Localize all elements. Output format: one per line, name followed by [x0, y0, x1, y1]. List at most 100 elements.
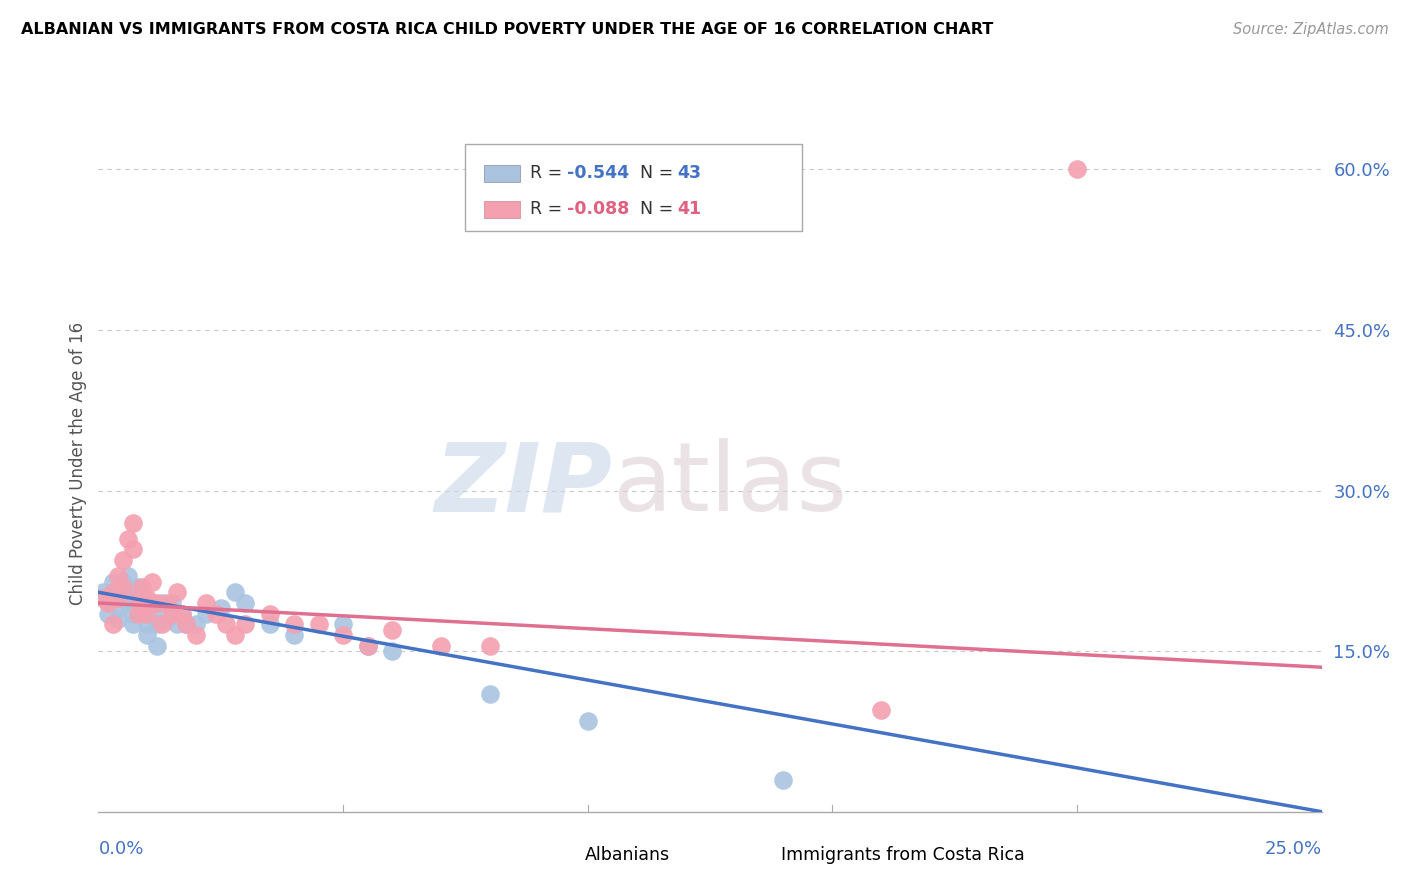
Point [150, 617, 173, 632]
Text: N =: N = [640, 200, 679, 219]
Point [107, 612, 129, 626]
Point [111, 553, 134, 567]
Point [259, 617, 281, 632]
Text: ZIP: ZIP [434, 438, 612, 532]
Point [224, 585, 246, 599]
Point [111, 574, 134, 589]
Point [283, 628, 305, 642]
Point [209, 601, 232, 615]
Point [176, 617, 198, 632]
Point [127, 607, 149, 621]
Point [111, 591, 134, 605]
Point [117, 532, 139, 546]
Point [127, 591, 149, 605]
Point [381, 623, 404, 637]
Point [111, 580, 134, 594]
Point [332, 628, 354, 642]
Point [430, 639, 453, 653]
Point [101, 617, 124, 632]
FancyBboxPatch shape [484, 165, 520, 182]
Point [136, 591, 159, 605]
Y-axis label: Child Poverty Under the Age of 16: Child Poverty Under the Age of 16 [69, 322, 87, 606]
Point [146, 596, 169, 610]
Text: -0.088: -0.088 [567, 200, 630, 219]
Point [160, 596, 183, 610]
FancyBboxPatch shape [538, 847, 575, 863]
Text: 25.0%: 25.0% [1264, 839, 1322, 857]
Point [170, 607, 193, 621]
Text: R =: R = [530, 164, 568, 182]
Point [127, 580, 149, 594]
Point [176, 617, 198, 632]
Point [101, 574, 124, 589]
Point [381, 644, 404, 658]
Point [117, 585, 139, 599]
FancyBboxPatch shape [484, 201, 520, 219]
Point [107, 591, 129, 605]
Point [131, 607, 153, 621]
Point [1066, 162, 1088, 177]
Point [166, 585, 188, 599]
Point [107, 569, 129, 583]
Point [121, 516, 143, 530]
Point [136, 628, 159, 642]
Text: Source: ZipAtlas.com: Source: ZipAtlas.com [1233, 22, 1389, 37]
Text: N =: N = [640, 164, 679, 182]
Point [117, 569, 139, 583]
Text: 0.0%: 0.0% [98, 839, 143, 857]
Point [91, 585, 114, 599]
Point [146, 617, 169, 632]
Point [150, 596, 173, 610]
Text: Immigrants from Costa Rica: Immigrants from Costa Rica [780, 846, 1025, 863]
Point [97, 596, 120, 610]
Point [478, 687, 501, 701]
FancyBboxPatch shape [734, 847, 772, 863]
Text: 41: 41 [678, 200, 702, 219]
Point [166, 617, 188, 632]
Point [205, 607, 228, 621]
Point [170, 607, 193, 621]
Point [141, 574, 163, 589]
Point [772, 772, 794, 787]
Point [186, 617, 208, 632]
Point [101, 585, 124, 599]
Point [146, 639, 169, 653]
Text: R =: R = [530, 200, 568, 219]
Point [131, 585, 153, 599]
Point [117, 596, 139, 610]
Point [107, 601, 129, 615]
Point [214, 617, 236, 632]
Point [101, 591, 124, 605]
Text: ALBANIAN VS IMMIGRANTS FROM COSTA RICA CHILD POVERTY UNDER THE AGE OF 16 CORRELA: ALBANIAN VS IMMIGRANTS FROM COSTA RICA C… [21, 22, 994, 37]
Point [233, 617, 256, 632]
Point [160, 607, 183, 621]
Point [233, 596, 256, 610]
Point [283, 617, 305, 632]
Point [121, 607, 143, 621]
Point [870, 703, 893, 717]
Text: Albanians: Albanians [585, 846, 671, 863]
Point [356, 639, 378, 653]
Text: -0.544: -0.544 [567, 164, 628, 182]
Point [195, 596, 218, 610]
Point [136, 607, 159, 621]
Point [195, 607, 218, 621]
Point [224, 628, 246, 642]
Point [136, 617, 159, 632]
Point [259, 607, 281, 621]
Point [356, 639, 378, 653]
Point [308, 617, 330, 632]
FancyBboxPatch shape [465, 144, 801, 231]
Point [141, 596, 163, 610]
Point [97, 596, 120, 610]
Point [156, 612, 179, 626]
Point [131, 580, 153, 594]
Point [127, 596, 149, 610]
Point [156, 596, 179, 610]
Point [576, 714, 599, 728]
Point [141, 607, 163, 621]
Point [121, 542, 143, 557]
Point [91, 591, 114, 605]
Point [131, 596, 153, 610]
Point [332, 617, 354, 632]
